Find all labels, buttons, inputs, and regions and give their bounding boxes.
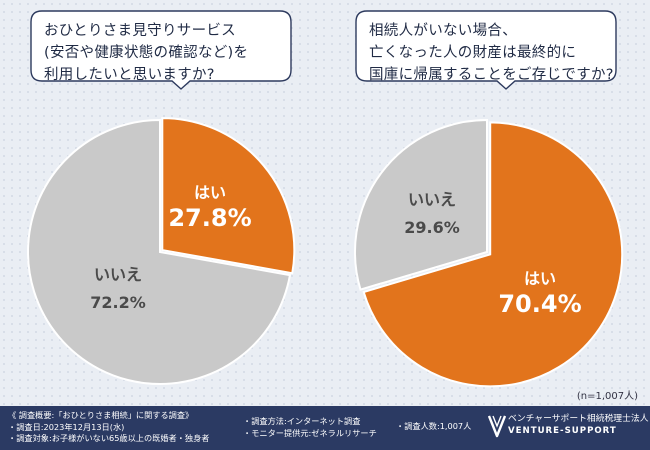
question-1-line-2: (安否や健康状態の確認など)を	[44, 45, 249, 61]
question-2-line-1: 相続人がいない場合、	[369, 23, 517, 39]
sample-size-note: (n=1,007人)	[576, 391, 638, 402]
footer-col-overview: 《 調査概要:「おひとりさま相続」に関する調査》 ・調査日:2023年12月13…	[8, 410, 210, 445]
footer-bar: 《 調査概要:「おひとりさま相続」に関する調査》 ・調査日:2023年12月13…	[0, 406, 650, 450]
question-2-line-2: 亡くなった人の財産は最終的に	[369, 45, 577, 61]
footer-col-count: ・調査人数:1,007人	[396, 421, 471, 433]
pie2-slice-yes	[362, 121, 624, 388]
question-bubble-2: 相続人がいない場合、 亡くなった人の財産は最終的に 国庫に帰属することをご存じで…	[355, 10, 617, 90]
company-logo: ベンチャーサポート相続税理士法人 VENTURE-SUPPORT	[487, 412, 649, 444]
pie1-slice-yes	[161, 117, 296, 275]
pie2-label-no: いいえ	[408, 190, 456, 209]
survey-count: ・調査人数:1,007人	[396, 421, 472, 431]
question-1-line-3: 利用したいと思いますか?	[44, 67, 215, 83]
question-2-line-3: 国庫に帰属することをご存じですか?	[369, 67, 614, 83]
pie2-label-yes: はい	[524, 269, 556, 288]
survey-method: ・調査方法:インターネット調査	[243, 416, 361, 426]
right-panel: 相続人がいない場合、 亡くなった人の財産は最終的に 国庫に帰属することをご存じで…	[325, 0, 650, 406]
pie1-slice-no	[27, 118, 292, 385]
survey-date: ・調査日:2023年12月13日(水)	[8, 421, 125, 432]
question-text-2: 相続人がいない場合、 亡くなった人の財産は最終的に 国庫に帰属することをご存じで…	[369, 20, 614, 86]
survey-target: ・調査対象:お子様がいない65歳以上の既婚者・独身者	[8, 433, 210, 443]
company-name: ベンチャーサポート相続税理士法人	[508, 414, 649, 424]
left-panel: おひとりさま見守りサービス (安否や健康状態の確認など)を 利用したいと思います…	[0, 0, 325, 406]
pie1-label-no: いいえ	[94, 265, 142, 284]
question-bubble-1: おひとりさま見守りサービス (安否や健康状態の確認など)を 利用したいと思います…	[30, 10, 292, 90]
survey-monitor: ・モニター提供元:ゼネラルリサーチ	[243, 427, 377, 438]
vs-logo-icon	[487, 415, 507, 438]
pie2-value-no: 29.6%	[404, 218, 460, 237]
speech-bubble-shape	[355, 10, 617, 90]
pie2-slice-no	[354, 118, 488, 291]
pie1-value-no: 72.2%	[90, 293, 146, 312]
footer-col-method: ・調査方法:インターネット調査 ・モニター提供元:ゼネラルリサーチ	[243, 416, 377, 439]
pie2-value-yes: 70.4%	[498, 290, 581, 318]
speech-bubble-shape	[30, 10, 292, 90]
pie-chart-1: はい 27.8% いいえ 72.2% はい 70.4% いいえ 29.6%	[27, 117, 624, 388]
question-text-1: おひとりさま見守りサービス (安否や健康状態の確認など)を 利用したいと思います…	[44, 20, 282, 86]
survey-overview-title: 《 調査概要:「おひとりさま相続」に関する調査》	[8, 410, 194, 420]
pie1-value-yes: 27.8%	[168, 204, 251, 232]
question-1-line-1: おひとりさま見守りサービス	[44, 23, 236, 39]
company-brand: VENTURE-SUPPORT	[508, 426, 617, 436]
pie1-label-yes: はい	[194, 183, 226, 202]
